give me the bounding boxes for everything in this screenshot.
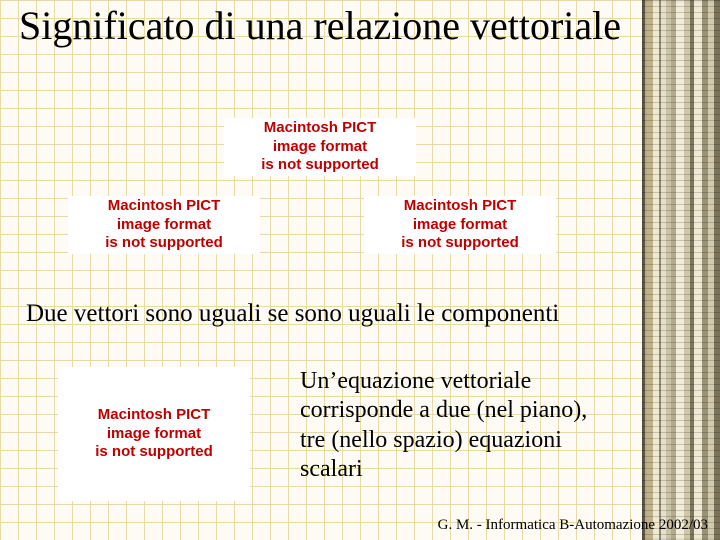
pict-placeholder-top: Macintosh PICTimage formatis not support… (224, 118, 416, 176)
text-components-equal: Due vettori sono uguali se sono uguali l… (26, 300, 559, 328)
text-vector-equation-explanation: Un’equazione vettoriale corrisponde a du… (300, 367, 600, 484)
slide: Significato di una relazione vettoriale … (0, 0, 720, 540)
slide-title: Significato di una relazione vettoriale (0, 4, 640, 49)
slide-footer: G. M. - Informatica B-Automazione 2002/0… (438, 517, 708, 534)
pict-placeholder-bottom: Macintosh PICTimage formatis not support… (58, 367, 250, 501)
pict-placeholder-right: Macintosh PICTimage formatis not support… (364, 196, 556, 254)
pict-placeholder-left: Macintosh PICTimage formatis not support… (68, 196, 260, 254)
